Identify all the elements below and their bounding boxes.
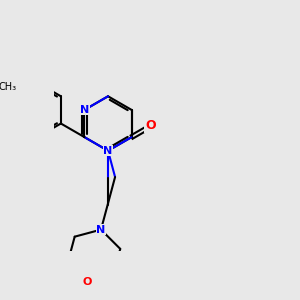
- Text: CH₃: CH₃: [0, 82, 17, 92]
- Text: N: N: [103, 146, 113, 156]
- Text: N: N: [96, 225, 106, 235]
- Text: N: N: [80, 105, 89, 115]
- Text: O: O: [145, 119, 156, 132]
- Text: O: O: [82, 277, 92, 287]
